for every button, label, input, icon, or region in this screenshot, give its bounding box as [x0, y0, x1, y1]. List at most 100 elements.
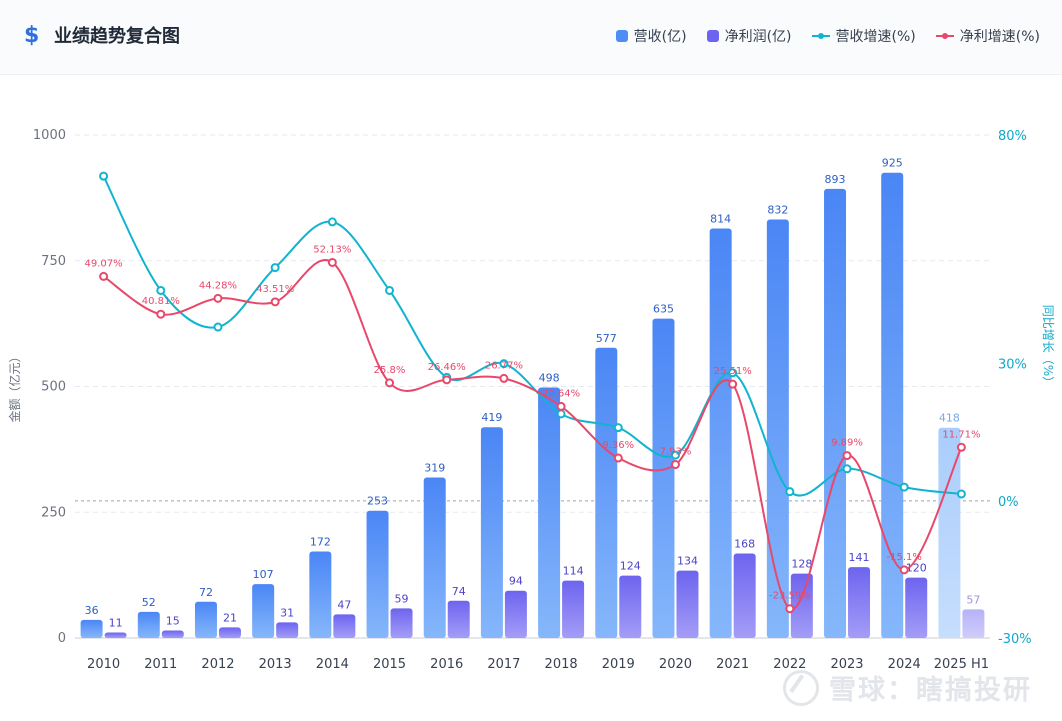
revenue-bar	[652, 318, 675, 638]
legend-item-revenue[interactable]: 营收(亿)	[615, 26, 687, 46]
net-profit-bar	[790, 573, 813, 638]
revenue-growth-point	[956, 489, 966, 499]
left-axis-tick-label: 250	[41, 505, 66, 520]
revenue-growth-line	[102, 175, 962, 497]
revenue-value-label: 107	[253, 568, 274, 581]
net-profit-value-label: 124	[620, 560, 641, 573]
legend-label-profit-growth: 净利增速(%)	[959, 29, 1040, 45]
revenue-growth-point	[899, 482, 909, 492]
revenue-bar	[137, 611, 160, 638]
profit-growth-point	[442, 375, 452, 385]
revenue-value-label: 419	[481, 411, 502, 424]
profit-growth-point	[99, 271, 109, 281]
net-profit-value-label: 47	[337, 598, 351, 611]
net-profit-bar	[619, 575, 642, 638]
revenue-bar	[766, 219, 789, 638]
net-profit-value-label: 74	[452, 585, 466, 598]
revenue-bar	[80, 619, 103, 638]
net-profit-bar	[161, 630, 184, 638]
revenue-growth-point	[499, 359, 509, 369]
x-axis-tick-label: 2022	[773, 657, 806, 672]
x-axis-tick-label: 2013	[259, 657, 292, 672]
revenue-growth-point	[327, 217, 337, 227]
revenue-value-label: 52	[142, 596, 156, 609]
profit-growth-point	[213, 293, 223, 303]
legend-label-net-profit: 净利润(亿)	[724, 29, 792, 45]
profit-growth-value-label: 25.51%	[714, 366, 752, 377]
x-axis-tick-label: 2019	[602, 657, 635, 672]
profit-growth-value-label: 9.36%	[602, 440, 634, 451]
legend-swatch-net-profit	[706, 30, 719, 42]
revenue-value-label: 814	[710, 213, 731, 226]
revenue-growth-point	[99, 171, 109, 181]
revenue-growth-point	[270, 263, 280, 273]
net-profit-value-label: 168	[734, 537, 755, 550]
revenue-value-label: 418	[939, 412, 960, 425]
profit-growth-value-label: 25.8%	[374, 365, 406, 376]
revenue-value-label: 253	[367, 495, 388, 508]
right-axis-tick-label: 30%	[998, 358, 1027, 373]
legend-item-profit-growth[interactable]: 净利增速(%)	[935, 26, 1040, 46]
profit-growth-value-label: 20.64%	[542, 388, 580, 399]
net-profit-value-label: 128	[791, 558, 812, 571]
revenue-growth-point	[613, 423, 623, 433]
revenue-growth-point	[556, 409, 566, 419]
x-axis-tick-label: 2015	[373, 657, 406, 672]
right-axis-tick-label: 80%	[998, 129, 1027, 144]
net-profit-bar	[848, 567, 871, 638]
right-axis-tick-label: -30%	[998, 632, 1032, 647]
profit-growth-point	[670, 460, 680, 470]
x-axis-tick-label: 2024	[888, 657, 921, 672]
watermark: 雪球：瞎搞投研	[783, 668, 1032, 707]
revenue-growth-point	[785, 487, 795, 497]
revenue-value-label: 635	[653, 303, 674, 316]
net-profit-bar	[504, 590, 527, 638]
legend-item-net-profit[interactable]: 净利润(亿)	[706, 26, 792, 46]
title-wrap: $ 业绩趋势复合图	[24, 22, 180, 48]
profit-growth-value-label: 11.71%	[942, 429, 980, 440]
chart-header: $ 业绩趋势复合图 营收(亿) 净利润(亿) 营收增速(%) 净利增速(%)	[0, 0, 1062, 75]
x-axis-tick-label: 2014	[316, 657, 349, 672]
net-profit-bar	[276, 622, 299, 638]
profit-growth-value-label: -15.1%	[887, 552, 922, 563]
revenue-bar	[595, 347, 618, 638]
legend-item-revenue-growth[interactable]: 营收增速(%)	[811, 26, 916, 46]
profit-growth-point	[270, 297, 280, 307]
legend-swatch-revenue-growth	[811, 30, 830, 42]
net-profit-bar	[447, 600, 470, 638]
revenue-bar	[824, 188, 847, 639]
revenue-bar	[480, 427, 503, 638]
profit-growth-value-label: -23.59%	[769, 591, 811, 602]
revenue-bar	[709, 228, 732, 639]
revenue-growth-point	[728, 368, 738, 378]
revenue-growth-point	[156, 285, 166, 295]
x-axis-tick-label: 2018	[545, 657, 578, 672]
revenue-value-label: 893	[825, 173, 846, 186]
x-axis-tick-label: 2010	[87, 657, 120, 672]
profit-growth-point	[785, 604, 795, 614]
net-profit-value-label: 57	[966, 593, 980, 606]
net-profit-value-label: 11	[109, 616, 123, 629]
revenue-value-label: 172	[310, 535, 331, 548]
net-profit-bar	[218, 627, 241, 638]
revenue-value-label: 832	[767, 204, 788, 217]
net-profit-bar	[905, 577, 928, 638]
profit-growth-value-label: 26.46%	[428, 362, 466, 373]
net-profit-value-label: 59	[395, 592, 409, 605]
revenue-value-label: 577	[596, 332, 617, 345]
revenue-bar	[366, 510, 389, 638]
net-profit-bar	[676, 570, 699, 638]
net-profit-value-label: 31	[280, 606, 294, 619]
net-profit-value-label: 114	[563, 565, 584, 578]
net-profit-bar	[104, 632, 127, 638]
profit-growth-value-label: 7.93%	[660, 447, 692, 458]
left-axis-tick-label: 0	[58, 631, 66, 646]
net-profit-bar	[733, 553, 756, 638]
profit-growth-point	[499, 373, 509, 383]
profit-growth-point	[728, 379, 738, 389]
profit-growth-value-label: 40.81%	[142, 296, 180, 307]
net-profit-value-label: 94	[509, 575, 523, 588]
revenue-value-label: 925	[882, 157, 903, 170]
left-axis-tick-label: 750	[41, 254, 66, 269]
net-profit-value-label: 134	[677, 555, 698, 568]
